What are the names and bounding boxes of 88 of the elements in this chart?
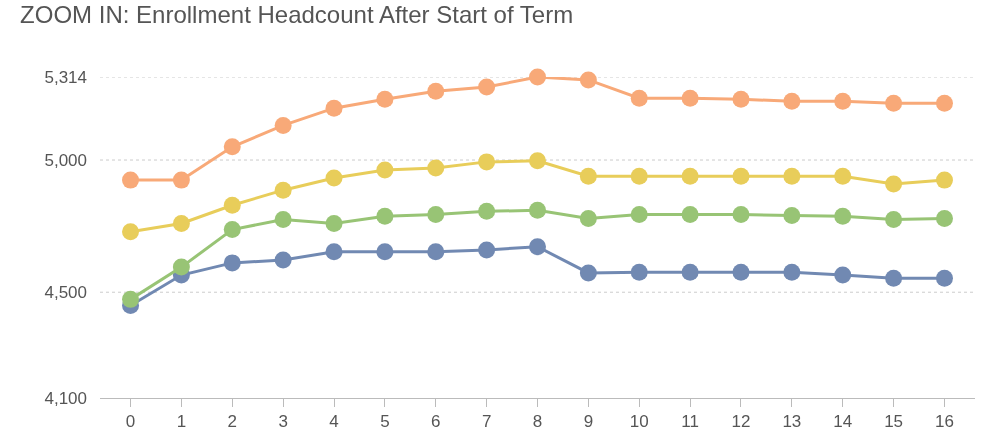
point: [122, 223, 140, 241]
x-tick-label: 7: [481, 412, 492, 432]
point: [274, 251, 292, 269]
x-tick-label: 10: [629, 412, 649, 432]
point: [783, 263, 801, 281]
point: [478, 153, 496, 171]
point: [885, 211, 903, 229]
point: [172, 214, 190, 232]
y-tick-label: 5,000: [44, 150, 87, 170]
point: [732, 206, 750, 223]
point: [223, 221, 241, 239]
point: [274, 181, 292, 199]
x-tick-label: 5: [380, 412, 390, 432]
point: [681, 89, 699, 107]
point: [630, 167, 648, 185]
x-tick-label: 4: [329, 412, 339, 432]
point: [732, 167, 750, 185]
point: [579, 71, 597, 89]
x-tick-label: 14: [833, 412, 853, 432]
point: [325, 243, 343, 261]
point: [783, 92, 801, 110]
point: [732, 90, 750, 108]
point: [325, 214, 343, 232]
point: [427, 82, 445, 100]
point: [579, 209, 597, 227]
point: [478, 202, 496, 220]
point: [376, 161, 394, 179]
y-tick-label: 5,314: [44, 67, 87, 87]
point: [274, 116, 292, 134]
point: [783, 207, 801, 225]
point: [529, 201, 546, 219]
x-tick-label: 6: [431, 412, 441, 432]
point: [478, 78, 496, 96]
point: [529, 68, 546, 86]
point: [427, 243, 445, 261]
point: [325, 99, 343, 117]
point: [122, 290, 140, 308]
point: [885, 175, 903, 193]
x-tick-label: 8: [532, 412, 543, 432]
point: [376, 207, 394, 225]
x-tick-label: 0: [125, 412, 136, 432]
point: [427, 206, 445, 223]
point: [935, 171, 953, 189]
x-tick-label: 15: [884, 412, 904, 432]
point: [579, 264, 597, 282]
point: [935, 209, 953, 227]
x-tick-label: 2: [227, 412, 237, 432]
point: [834, 167, 852, 185]
point: [783, 167, 801, 185]
point: [529, 152, 546, 170]
point: [325, 169, 343, 187]
x-tick-label: 11: [681, 412, 699, 432]
y-tick-label: 4,500: [44, 283, 87, 303]
point: [630, 89, 648, 107]
point: [274, 211, 292, 229]
point: [478, 241, 496, 259]
point: [681, 167, 699, 185]
x-tick-label: 12: [731, 412, 751, 432]
point: [529, 238, 546, 256]
point: [885, 94, 903, 112]
point: [122, 171, 140, 189]
point: [681, 263, 699, 281]
point: [579, 167, 597, 185]
point: [172, 258, 190, 276]
point: [223, 138, 241, 156]
point: [681, 206, 699, 223]
point: [376, 90, 394, 108]
point: [223, 254, 241, 272]
x-tick-label: 1: [176, 412, 187, 432]
point: [172, 171, 190, 189]
point: [834, 266, 852, 284]
x-tick-label: 16: [935, 412, 954, 432]
point: [223, 196, 241, 214]
point: [376, 243, 394, 261]
point: [834, 207, 852, 225]
y-tick-label: 4,100: [44, 388, 87, 408]
point: [427, 159, 445, 177]
point: [885, 269, 903, 287]
point: [630, 206, 648, 223]
x-tick-label: 13: [782, 412, 802, 432]
point: [935, 269, 953, 287]
point: [935, 94, 953, 112]
point: [732, 263, 750, 281]
chart-title: ZOOM IN: Enrollment Headcount After Start of Term: [20, 1, 574, 29]
point: [834, 92, 852, 110]
x-tick-label: 3: [278, 412, 288, 432]
point: [630, 263, 648, 281]
x-tick-label: 9: [583, 412, 594, 432]
